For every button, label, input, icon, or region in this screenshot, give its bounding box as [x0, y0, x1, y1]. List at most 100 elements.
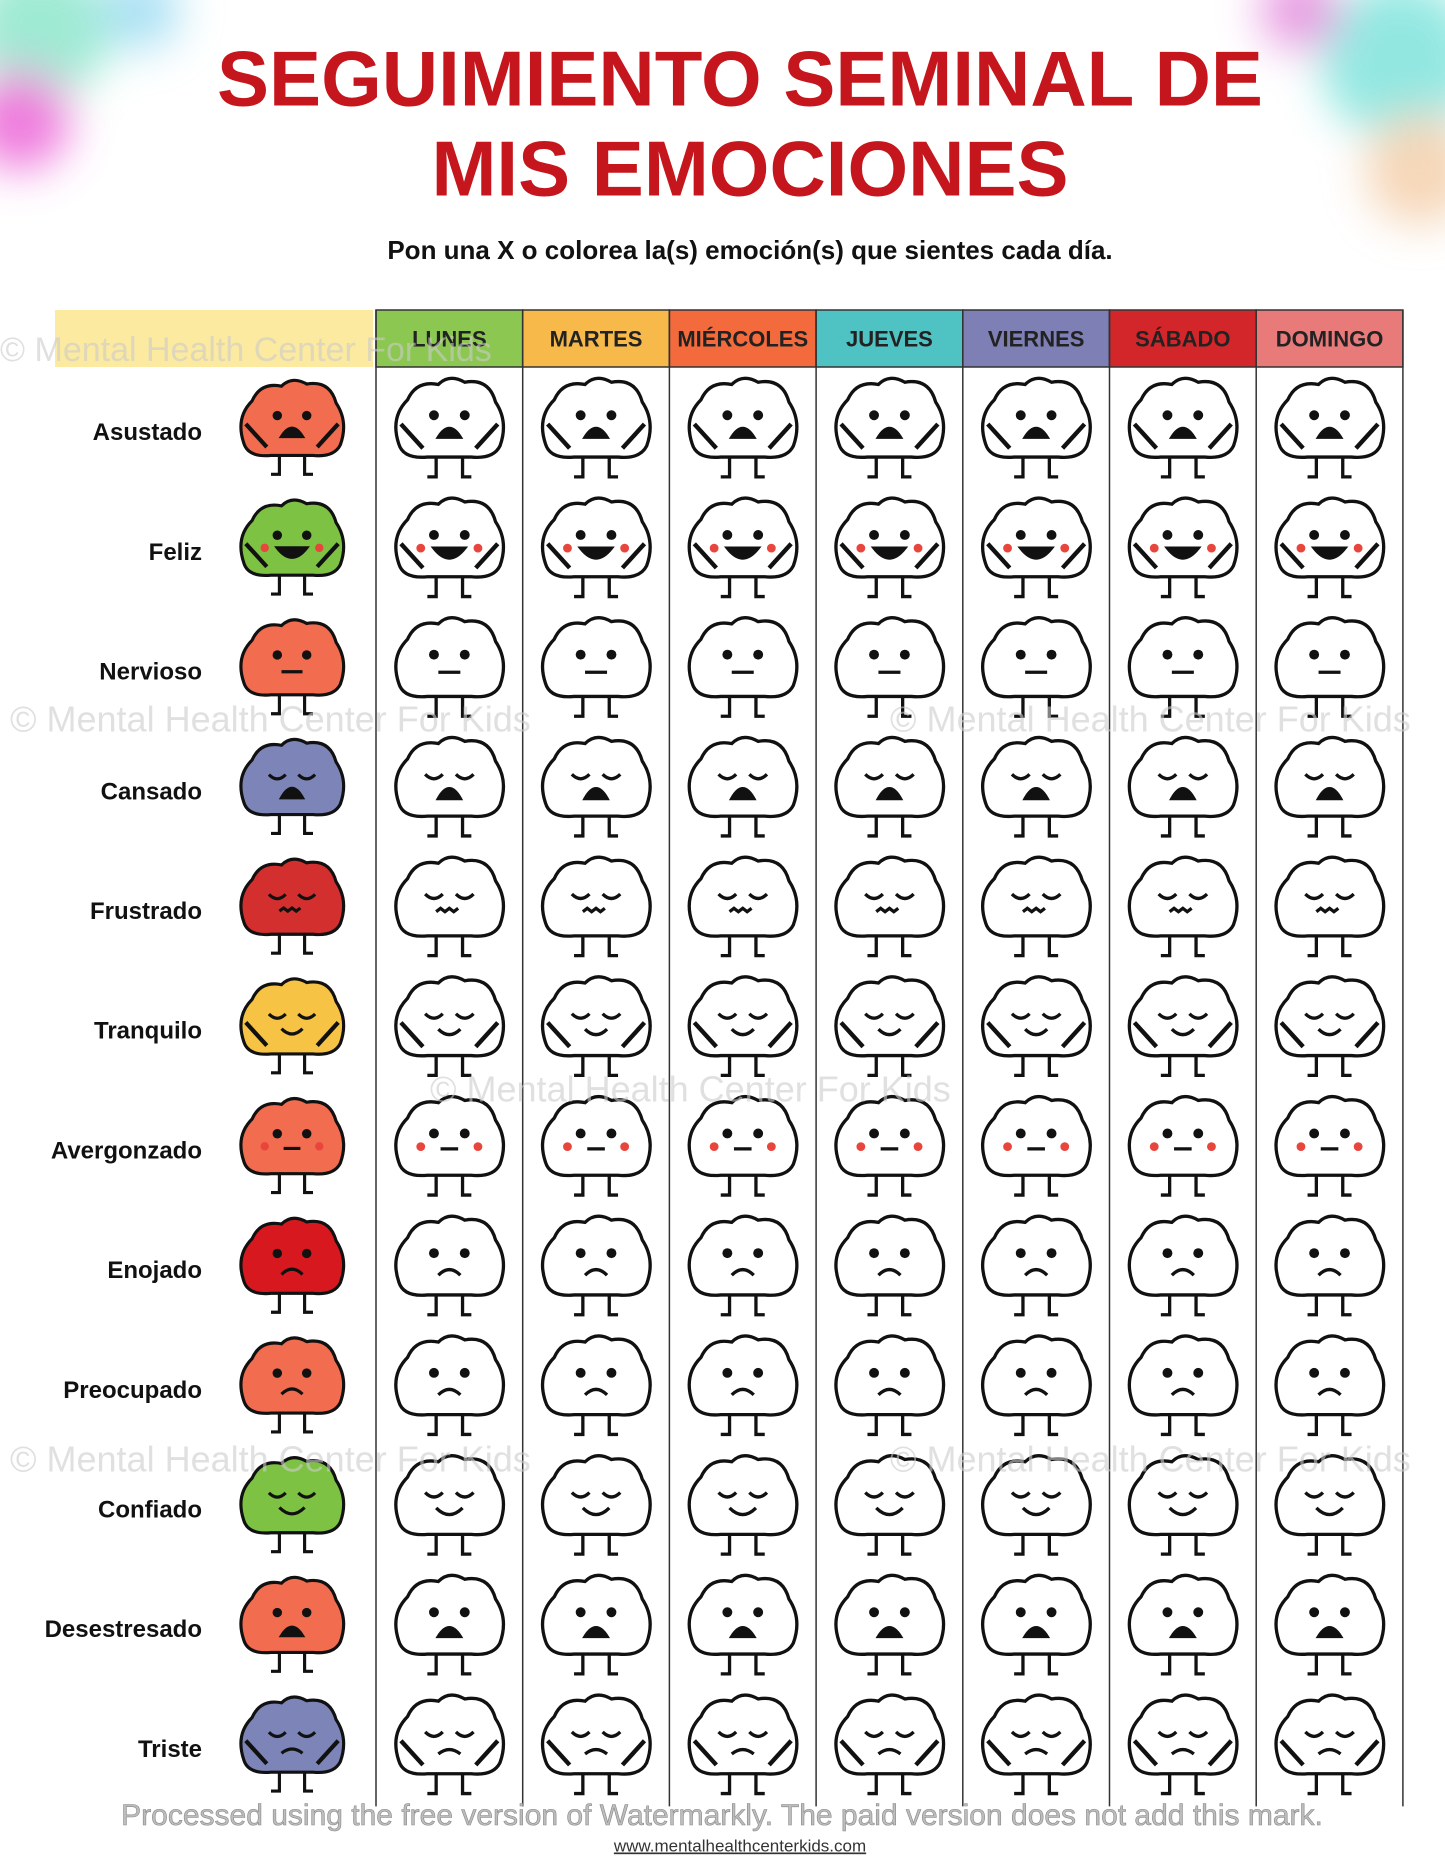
emotion-face — [540, 376, 652, 479]
emotion-face — [687, 1334, 799, 1437]
face-eye — [606, 1607, 617, 1618]
emotion-face — [1127, 975, 1239, 1077]
face-body — [687, 1094, 799, 1178]
face-body — [1274, 376, 1386, 460]
day-label: VIERNES — [988, 326, 1085, 351]
face-arms — [399, 542, 500, 570]
face-mouth — [278, 1625, 306, 1638]
face-body — [540, 496, 652, 579]
face-legs — [1307, 457, 1352, 479]
emotion-face — [239, 1575, 346, 1673]
face-mouth — [1315, 787, 1344, 801]
face-body — [981, 735, 1092, 819]
face-eye — [899, 1128, 910, 1139]
face-eye — [1162, 1248, 1173, 1259]
face-mouth — [723, 546, 762, 560]
emotion-face — [540, 1214, 652, 1317]
face-mouth — [278, 786, 306, 800]
face-legs — [574, 696, 619, 718]
face-legs — [271, 1772, 313, 1793]
face-eye — [1015, 649, 1026, 660]
face-eyes — [570, 1491, 622, 1499]
face-eyes — [423, 1012, 475, 1020]
processed-note: Processed using the free version of Wate… — [121, 1799, 1323, 1832]
face-legs — [1160, 1534, 1205, 1556]
face-mouth — [1315, 906, 1340, 914]
face-eye — [722, 1367, 733, 1378]
face-eyes — [864, 1730, 915, 1738]
watermark: © Mental Health Center For Kids — [890, 699, 1411, 740]
face-body — [834, 1214, 946, 1297]
face-mouth — [728, 787, 757, 801]
face-mouth — [730, 1387, 755, 1397]
face-legs — [1014, 1654, 1059, 1676]
face-eye — [1162, 530, 1173, 540]
face-eye — [869, 410, 879, 421]
face-arms — [244, 542, 340, 569]
face-cheek — [709, 543, 719, 553]
face-body — [687, 1573, 799, 1657]
face-eye — [606, 530, 617, 540]
face-legs — [427, 1773, 472, 1796]
face-mouth — [1023, 1268, 1049, 1277]
face-mouth — [875, 1506, 904, 1517]
face-eyes — [1157, 1012, 1209, 1020]
footer-url[interactable]: www.mentalhealthcenterkids.com — [613, 1836, 866, 1855]
face-arms — [986, 542, 1087, 570]
face-eye — [1340, 410, 1350, 421]
face-cheek — [416, 1142, 426, 1152]
emotion-face — [394, 1454, 506, 1556]
emotion-face — [687, 1454, 799, 1556]
face-legs — [1307, 1294, 1352, 1317]
face-body — [1274, 1334, 1386, 1417]
face-body — [394, 1214, 506, 1297]
emotion-label: Desestresado — [45, 1616, 202, 1643]
emotion-label: Cansado — [101, 778, 202, 805]
emotion-label: Enojado — [107, 1257, 202, 1284]
face-mouth — [437, 1387, 462, 1397]
face-eye — [301, 1248, 312, 1259]
face-eyes — [1157, 1730, 1209, 1738]
face-body — [1274, 855, 1386, 938]
face-legs — [1160, 1654, 1205, 1676]
face-eyes — [1157, 1491, 1209, 1499]
face-body — [1127, 855, 1239, 938]
face-mouth — [584, 1747, 609, 1756]
face-legs — [1307, 1055, 1352, 1077]
face-legs — [1014, 816, 1059, 838]
face-mouth — [1317, 1387, 1342, 1397]
face-legs — [427, 816, 472, 838]
face-eyes — [1304, 1730, 1355, 1738]
emotion-face — [239, 1456, 346, 1554]
face-mouth — [1023, 1027, 1049, 1037]
emotion-face — [981, 1573, 1092, 1676]
face-mouth — [1170, 1027, 1196, 1037]
face-mouth — [728, 906, 753, 914]
emotion-face — [687, 975, 799, 1077]
emotion-label: Asustado — [93, 419, 202, 446]
emotion-face — [540, 1693, 652, 1796]
face-body — [239, 1575, 346, 1655]
face-eyes — [570, 1012, 622, 1020]
face-body — [239, 1336, 346, 1415]
face-eye — [272, 410, 283, 421]
face-eyes — [423, 773, 475, 781]
face-mouth — [437, 1268, 462, 1277]
face-mouth — [877, 1747, 902, 1756]
face-legs — [1160, 816, 1205, 838]
day-label: JUEVES — [846, 326, 933, 351]
face-eye — [722, 1248, 733, 1259]
face-eye — [429, 1367, 439, 1378]
face-body — [834, 376, 946, 460]
face-mouth — [435, 787, 464, 801]
face-legs — [867, 935, 912, 958]
face-legs — [574, 576, 619, 599]
face-legs — [720, 1414, 765, 1437]
face-mouth — [435, 1626, 464, 1639]
face-eye — [272, 650, 283, 660]
face-cheek — [856, 1142, 866, 1152]
face-mouth — [583, 1387, 609, 1397]
emotion-face — [687, 1214, 799, 1317]
face-mouth — [582, 1626, 611, 1639]
